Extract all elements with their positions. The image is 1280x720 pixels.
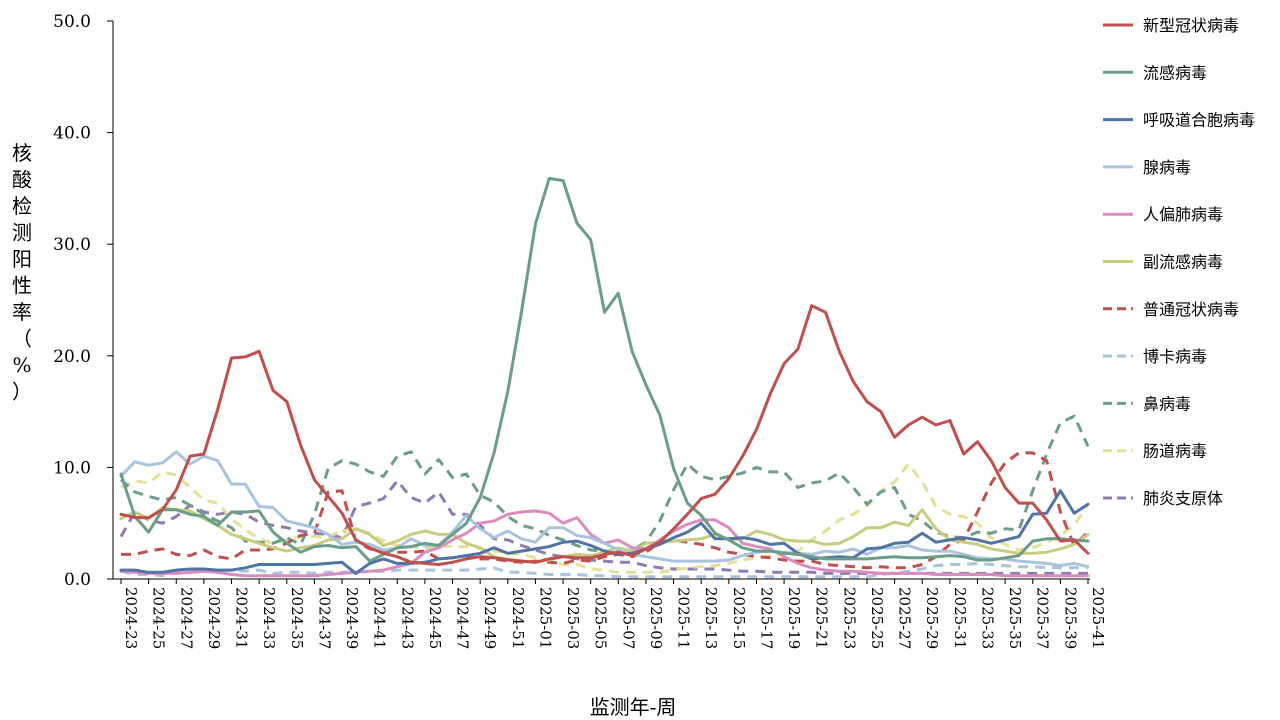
x-axis-title: 监测年-周 (590, 695, 677, 719)
x-tick-label: 2025-01 (536, 587, 554, 649)
legend-label: 肠道病毒 (1143, 442, 1207, 461)
x-tick-label: 2024-45 (426, 587, 444, 649)
x-tick-label: 2025-23 (840, 587, 858, 649)
y-tick-label: 50.0 (53, 12, 91, 32)
legend-label: 流感病毒 (1143, 63, 1207, 82)
legend-label: 副流感病毒 (1143, 253, 1223, 272)
x-tick-label: 2025-33 (978, 587, 996, 649)
x-tick-label: 2024-27 (177, 587, 195, 649)
x-tick-label: 2025-21 (813, 587, 831, 649)
legend-label: 鼻病毒 (1143, 394, 1191, 413)
x-tick-label: 2024-31 (233, 587, 251, 649)
x-tick-label: 2025-35 (1006, 587, 1024, 649)
x-tick-label: 2025-15 (730, 587, 748, 649)
y-axis-title: 核酸检测阳性率（%） (12, 141, 32, 404)
x-tick-label: 2024-33 (260, 587, 278, 649)
y-tick-label: 30.0 (53, 235, 91, 255)
x-tick-label: 2025-05 (592, 587, 610, 649)
legend-label: 肺炎支原体 (1143, 489, 1223, 508)
series-layer (119, 176, 1090, 579)
series-line-1 (119, 304, 1090, 566)
x-tick-label: 2025-17 (757, 587, 775, 649)
legend-label: 新型冠状病毒 (1143, 16, 1239, 35)
x-tick-label: 2025-41 (1089, 587, 1107, 649)
x-tick-label: 2025-13 (702, 587, 720, 649)
x-tick-label: 2025-29 (923, 587, 941, 649)
x-tick-label: 2024-51 (509, 587, 527, 649)
x-ticks: 2024-23 2024-25 2024-27 2024-29 2024-31 2024-… (120, 579, 1107, 649)
x-tick-label: 2025-09 (647, 587, 665, 649)
x-tick-label: 2025-11 (675, 587, 693, 649)
x-tick-label: 2025-07 (619, 587, 637, 649)
legend-label: 普通冠状病毒 (1143, 300, 1239, 319)
x-tick-label: 2024-23 (122, 587, 140, 649)
x-tick-label: 2024-43 (398, 587, 416, 649)
x-tick-label: 2024-49 (481, 587, 499, 649)
x-tick-label: 2025-19 (785, 587, 803, 649)
x-tick-label: 2025-37 (1034, 587, 1052, 649)
x-tick-label: 2024-29 (205, 587, 223, 649)
x-tick-label: 2025-03 (564, 587, 582, 649)
x-tick-label: 2024-39 (343, 587, 361, 649)
legend-label: 腺病毒 (1143, 158, 1191, 177)
legend-label: 博卡病毒 (1143, 347, 1207, 366)
x-tick-label: 2024-37 (315, 587, 333, 649)
legend-label: 呼吸道合胞病毒 (1143, 111, 1255, 130)
series-line-9 (120, 414, 1090, 553)
series-line-11 (119, 479, 1088, 575)
x-tick-label: 2025-39 (1061, 587, 1079, 649)
legend-label: 人偏肺病毒 (1143, 205, 1223, 224)
y-tick-label: 40.0 (53, 124, 91, 144)
series-line-3 (119, 489, 1090, 575)
series-line-4 (119, 450, 1090, 569)
series-line-2 (119, 176, 1090, 563)
series-line-8 (120, 561, 1088, 579)
y-ticks: 0.0 10.0 20.0 30.0 40.0 50.0 (53, 12, 113, 590)
x-tick-label: 2024-47 (454, 587, 472, 649)
x-tick-label: 2024-35 (288, 587, 306, 649)
series-line-7 (121, 451, 1090, 570)
y-tick-label: 20.0 (53, 347, 91, 367)
x-tick-label: 2025-25 (868, 587, 886, 649)
x-tick-label: 2024-41 (371, 587, 389, 649)
x-tick-label: 2024-25 (150, 587, 168, 649)
y-tick-label: 0.0 (64, 570, 91, 590)
legend: 新型冠状病毒流感病毒呼吸道合胞病毒腺病毒人偏肺病毒副流感病毒普通冠状病毒博卡病毒… (1103, 16, 1255, 508)
axes (112, 21, 1090, 580)
y-tick-label: 10.0 (53, 458, 91, 478)
x-tick-label: 2025-31 (951, 587, 969, 649)
x-tick-label: 2025-27 (896, 587, 914, 649)
